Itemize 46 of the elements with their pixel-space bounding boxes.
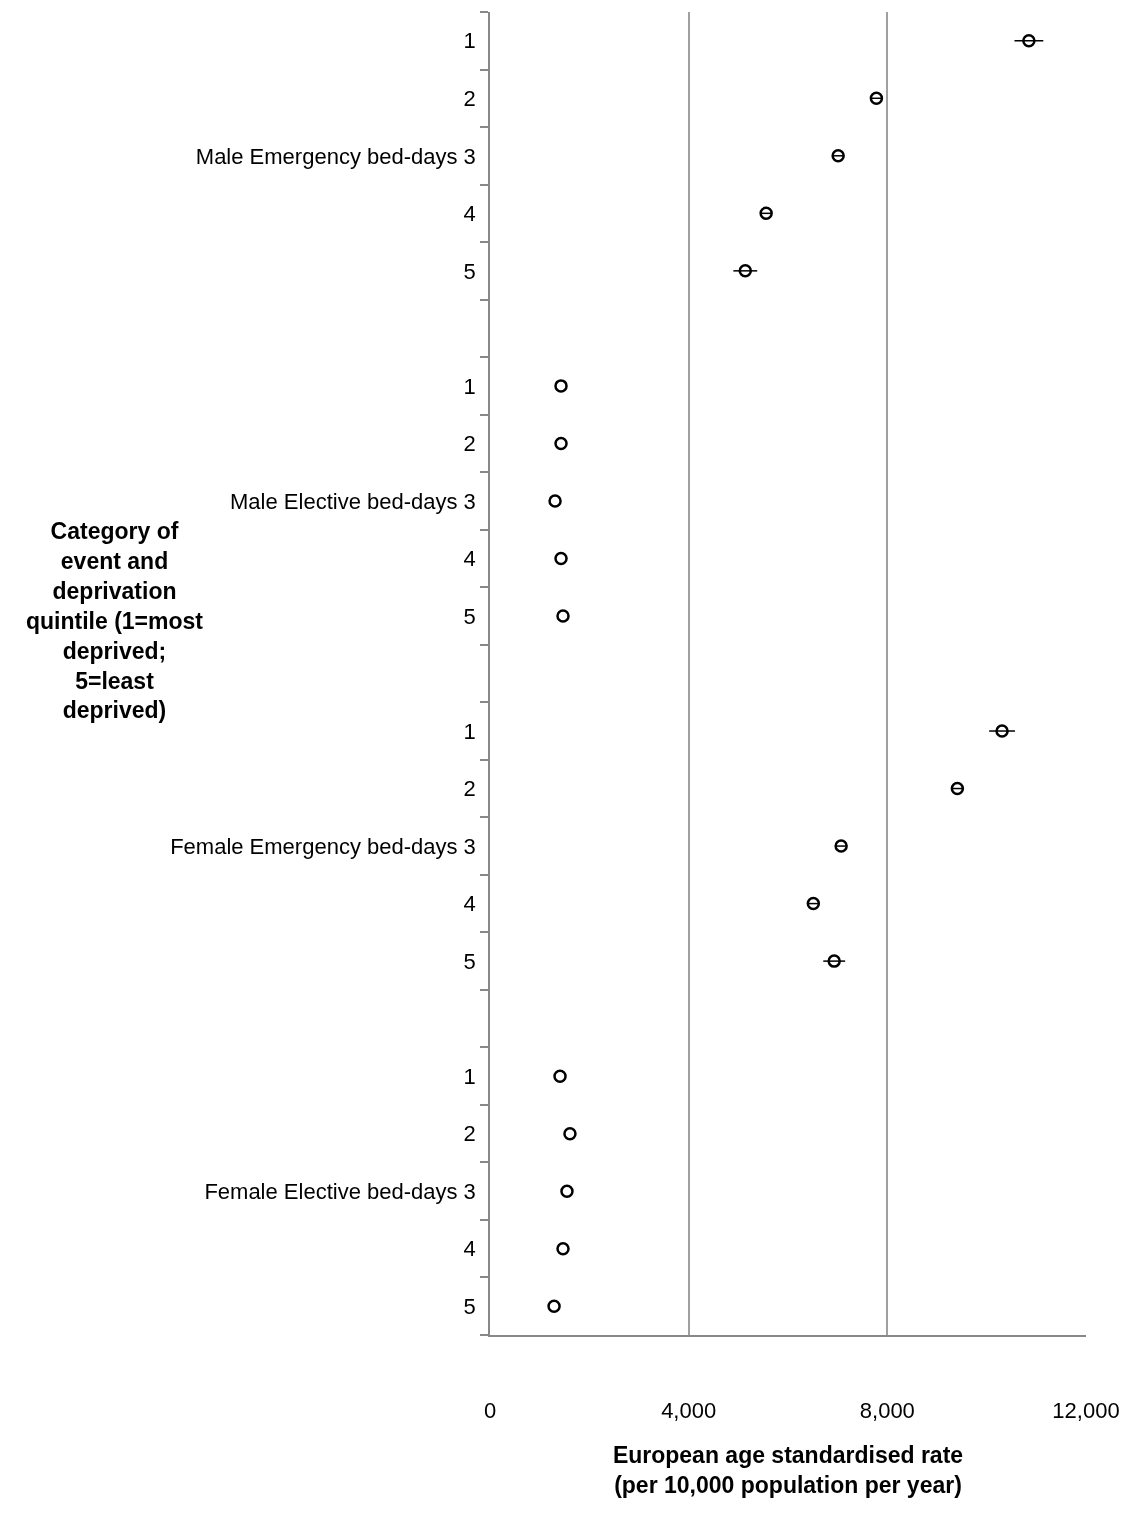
y-tick-label: Male Emergency bed-days 3 [195, 143, 476, 169]
point [554, 436, 568, 451]
point [554, 551, 568, 566]
y-tick-label: Male Elective bed-days 3 [230, 488, 476, 514]
y-tick-label: 2 [463, 776, 476, 802]
point [556, 1241, 570, 1256]
x-tick-label: 4,000 [661, 1398, 717, 1424]
y-tick-label: 4 [463, 1236, 476, 1262]
x-tick-label: 0 [483, 1398, 497, 1424]
point [554, 379, 568, 393]
point [950, 781, 965, 796]
point [869, 91, 884, 106]
point [560, 1184, 574, 1198]
y-tick-label: 5 [463, 603, 476, 629]
y-tick-label: 2 [463, 1121, 476, 1147]
y-axis-title: Category of event and deprivation quintile (1=most deprived; 5=least deprived) [26, 518, 204, 724]
point [1022, 34, 1036, 48]
y-tick-label: 5 [463, 258, 476, 284]
y-tick-label: 5 [463, 1293, 476, 1319]
point [548, 494, 562, 508]
point [834, 839, 848, 853]
point [547, 1299, 561, 1313]
y-tick-label: 4 [463, 201, 476, 227]
x-tick-label: 8,000 [859, 1398, 915, 1424]
x-tick-label: 12,000 [1052, 1398, 1120, 1424]
point [831, 149, 845, 163]
y-tick-label: 1 [463, 28, 476, 54]
y-tick-label: Female Elective bed-days 3 [204, 1178, 476, 1204]
y-tick-label: 5 [463, 948, 476, 974]
point [827, 954, 841, 968]
point [553, 1069, 567, 1083]
y-tick-label: 1 [463, 718, 476, 744]
y-tick-label: 2 [463, 85, 476, 111]
point [995, 724, 1009, 738]
point [556, 609, 570, 623]
point [806, 896, 821, 911]
y-tick-label: 1 [463, 373, 476, 399]
point [738, 264, 753, 278]
y-tick-label: 2 [463, 431, 476, 457]
y-tick-label: 4 [463, 891, 476, 917]
y-tick-label: Female Emergency bed-days 3 [170, 833, 476, 859]
x-axis-title: European age standardised rate (per 10,000 population per year) [612, 1442, 964, 1499]
y-tick-label: 4 [463, 546, 476, 572]
y-tick-label: 1 [463, 1063, 476, 1089]
point [759, 206, 773, 221]
point [563, 1126, 577, 1141]
